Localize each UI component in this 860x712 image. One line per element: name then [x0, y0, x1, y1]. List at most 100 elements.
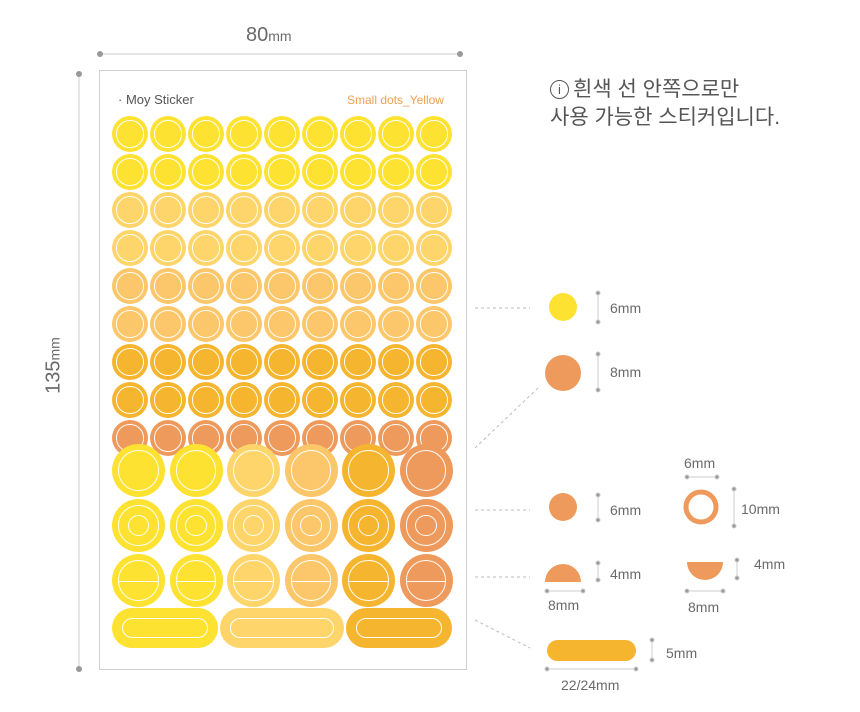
large-dot-sticker: [227, 444, 280, 497]
dot-sticker: [150, 192, 186, 228]
dot-sticker: [302, 268, 338, 304]
dot-sticker: [302, 344, 338, 380]
dot-sticker: [226, 230, 262, 266]
dot-sticker: [378, 154, 414, 190]
dot-sticker: [340, 306, 376, 342]
dot-sticker: [226, 344, 262, 380]
dot-sticker: [112, 382, 148, 418]
dot-sticker: [226, 268, 262, 304]
brand-label: · Moy Sticker: [118, 92, 194, 107]
dot-sticker: [188, 344, 224, 380]
spec-label-dot-large: 8mm: [610, 364, 642, 380]
dot-sticker: [150, 306, 186, 342]
dot-sticker: [378, 344, 414, 380]
dot-sticker: [416, 230, 452, 266]
dot-sticker: [226, 192, 262, 228]
dot-sticker: [112, 344, 148, 380]
dot-sticker: [378, 192, 414, 228]
large-dot-sticker: [227, 554, 280, 607]
dot-sticker: [378, 116, 414, 152]
dot-sticker: [340, 230, 376, 266]
dot-sticker: [302, 192, 338, 228]
dot-sticker: [416, 382, 452, 418]
dot-sticker: [150, 116, 186, 152]
spec-bar: [547, 640, 636, 661]
dot-sticker: [112, 230, 148, 266]
dot-sticker: [340, 116, 376, 152]
dot-sticker: [188, 230, 224, 266]
dot-sticker: [264, 154, 300, 190]
dot-sticker: [112, 268, 148, 304]
dot-sticker: [226, 116, 262, 152]
spec-label-half-right-height: 4mm: [754, 556, 786, 572]
spec-label-ring-height: 10mm: [741, 501, 780, 517]
dot-sticker: [416, 344, 452, 380]
dot-sticker: [378, 230, 414, 266]
pill-sticker-gold: [346, 608, 452, 648]
dot-sticker: [188, 306, 224, 342]
spec-dot-mid: [549, 493, 577, 521]
dot-sticker: [112, 116, 148, 152]
dot-sticker: [264, 268, 300, 304]
spec-dot-small: [549, 293, 577, 321]
large-dot-sticker: [342, 499, 395, 552]
dot-sticker: [150, 230, 186, 266]
dot-sticker: [150, 268, 186, 304]
dot-sticker: [378, 268, 414, 304]
dot-sticker: [340, 154, 376, 190]
spec-label-half-left-width: 8mm: [548, 597, 580, 613]
spec-half-top: [545, 564, 581, 582]
dot-sticker: [112, 154, 148, 190]
product-name: Small dots_Yellow: [347, 93, 444, 107]
dot-sticker: [226, 382, 262, 418]
usage-note: i 흰색 선 안쪽으로만 사용 가능한 스티커입니다.: [550, 76, 780, 132]
dot-sticker: [150, 382, 186, 418]
dot-sticker: [226, 306, 262, 342]
dot-sticker: [416, 192, 452, 228]
dot-sticker: [416, 306, 452, 342]
dot-sticker: [302, 116, 338, 152]
dot-sticker: [416, 116, 452, 152]
dot-sticker: [188, 116, 224, 152]
spec-label-half-right-width: 8mm: [688, 599, 720, 615]
dot-sticker: [340, 192, 376, 228]
large-dot-sticker: [342, 444, 395, 497]
dot-sticker: [302, 382, 338, 418]
dot-sticker: [188, 382, 224, 418]
dot-sticker: [340, 268, 376, 304]
dot-sticker: [302, 306, 338, 342]
note-line-2: 사용 가능한 스티커입니다.: [550, 106, 781, 129]
dot-sticker: [150, 344, 186, 380]
large-dot-sticker: [112, 499, 165, 552]
dot-sticker: [264, 230, 300, 266]
large-dot-sticker: [284, 554, 338, 607]
spec-dot-large: [545, 355, 581, 391]
large-dot-sticker: [169, 499, 223, 552]
dot-sticker: [226, 154, 262, 190]
dot-sticker: [340, 382, 376, 418]
spec-label-bar-height: 5mm: [666, 645, 698, 661]
width-dimension-label: 80mm: [246, 24, 292, 46]
dot-sticker: [302, 230, 338, 266]
spec-label-ring-width: 6mm: [684, 455, 716, 471]
dot-sticker: [112, 306, 148, 342]
spec-label-bar-width: 22/24mm: [561, 677, 620, 693]
pill-sticker-yellow: [112, 608, 218, 648]
spec-label-dot-mid: 6mm: [610, 502, 642, 518]
spec-label-dot-small: 6mm: [610, 300, 642, 316]
dot-sticker: [264, 306, 300, 342]
large-dot-sticker: [169, 554, 223, 607]
dot-sticker: [264, 116, 300, 152]
large-dot-sticker: [342, 554, 395, 607]
dot-sticker: [416, 154, 452, 190]
note-line-1: 흰색 선 안쪽으로만: [573, 78, 740, 101]
info-circle-icon: i: [550, 80, 569, 99]
large-dot-sticker: [399, 554, 453, 607]
dot-sticker: [340, 344, 376, 380]
large-dot-sticker: [399, 499, 453, 552]
dot-sticker: [188, 192, 224, 228]
spec-ring: [683, 489, 719, 525]
spec-half-bottom: [687, 562, 723, 580]
dot-sticker: [150, 154, 186, 190]
